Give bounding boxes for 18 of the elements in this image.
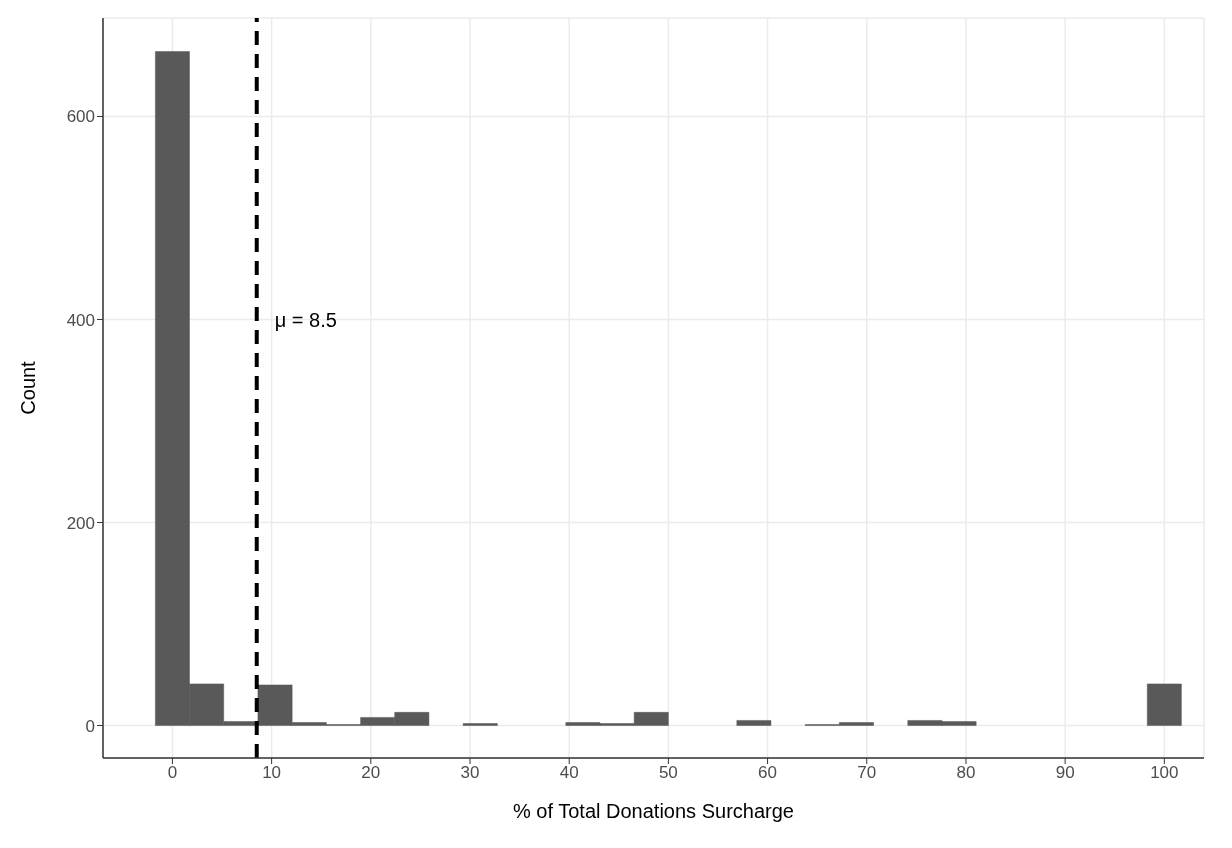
x-tick-label: 100 bbox=[1150, 763, 1179, 783]
x-tick-label: 40 bbox=[559, 763, 579, 783]
y-tick-label: 0 bbox=[85, 716, 95, 736]
y-tick-label: 400 bbox=[66, 310, 95, 330]
x-tick-label: 10 bbox=[262, 763, 282, 783]
x-tick-label: 90 bbox=[1055, 763, 1075, 783]
x-axis-title: % of Total Donations Surcharge bbox=[513, 800, 794, 822]
y-axis-title: Count bbox=[17, 360, 40, 415]
annotation: μ = 8.5 bbox=[274, 308, 337, 331]
x-tick-label: 70 bbox=[857, 763, 877, 783]
x-tick-label: 20 bbox=[361, 763, 381, 783]
x-tick-label: 50 bbox=[658, 763, 678, 783]
x-tick-label: 60 bbox=[758, 763, 778, 783]
x-tick-label: 30 bbox=[460, 763, 480, 783]
y-tick-label: 200 bbox=[66, 513, 95, 533]
y-tick-label: 600 bbox=[66, 107, 95, 127]
x-tick-label: 80 bbox=[956, 763, 976, 783]
x-tick-label: 0 bbox=[167, 763, 178, 783]
